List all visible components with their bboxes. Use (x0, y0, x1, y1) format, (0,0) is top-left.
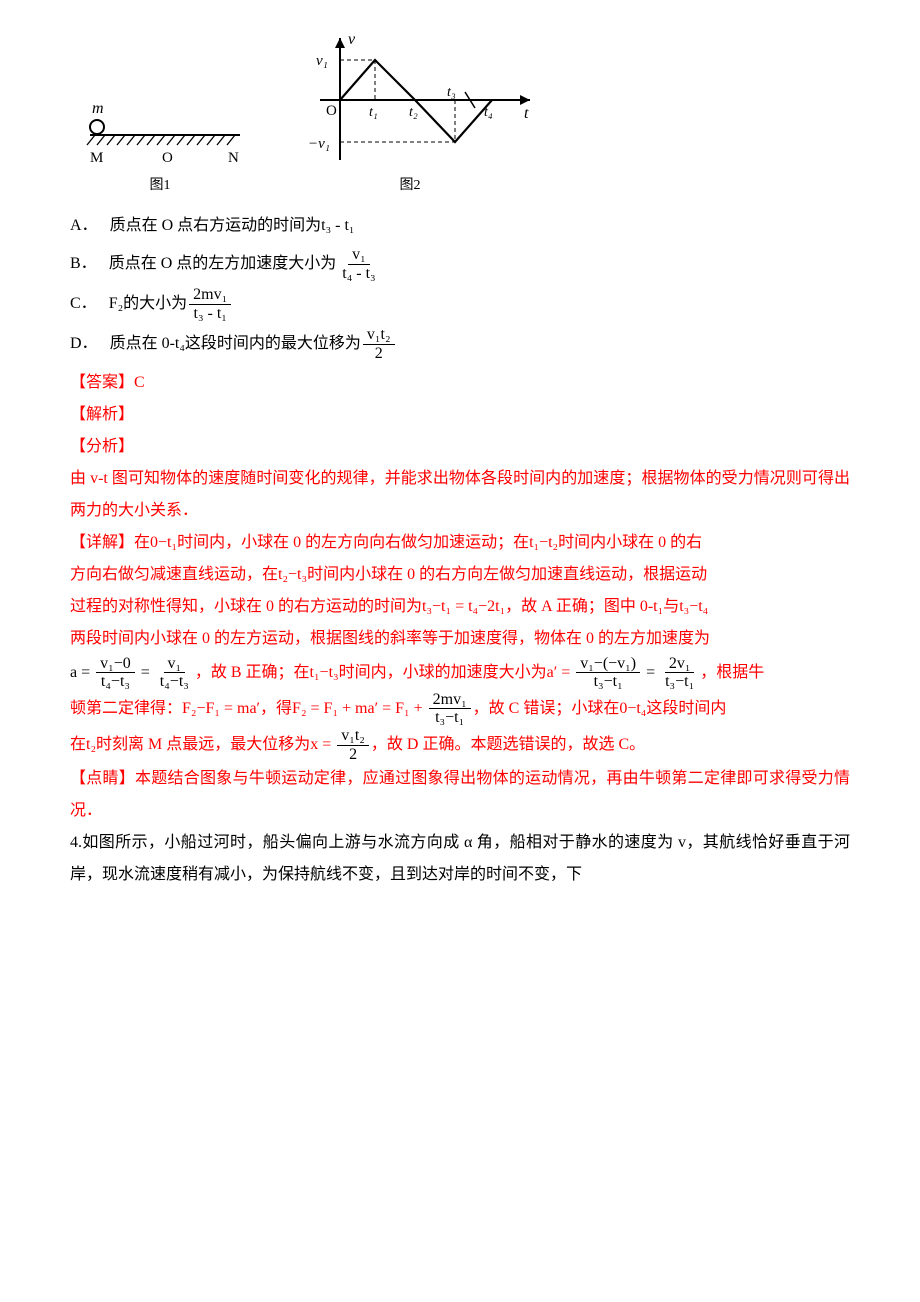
v1-pos: v₁ (316, 53, 328, 69)
option-d-letter: D． (70, 328, 98, 360)
t4-label: t₄ (484, 105, 493, 120)
figure-1-caption: 图1 (150, 172, 171, 200)
v1-neg: −v₁ (308, 136, 330, 152)
fenxi-label: 【分析】 (70, 431, 850, 463)
origin-label: O (326, 103, 337, 119)
detail-block: 【详解】在0−t₁时间内，小球在 0 的左方向向右做匀加速运动；在t₁−t₂时间… (70, 527, 850, 559)
eq1-f3d: t₃−t₁ (590, 673, 627, 691)
eq1-f2n: v₁ (164, 655, 186, 674)
t3-label: t₃ (447, 85, 456, 100)
figure-2: v t O v₁ −v₁ t₁ t₂ t₃ t₄ 图2 (280, 30, 540, 200)
eq1-tail: ，根据牛 (700, 663, 764, 680)
option-a-expr: t₃ - t₁ (321, 217, 354, 234)
figure-1-svg: m M O N (70, 80, 250, 170)
option-c-num: 2mv₁ (189, 286, 231, 305)
eq1-f2d: t₄−t₃ (156, 673, 193, 691)
t-axis-label: t (524, 105, 529, 122)
m-label: m (92, 100, 104, 117)
eq1-f4n: 2v₁ (665, 655, 695, 674)
eq2-after: ，故 C 错误；小球在0−t₄这段时间内 (473, 700, 727, 717)
figures-row: m M O N 图1 v t O v₁ −v₁ (70, 30, 850, 200)
eq2-fn: 2mv₁ (429, 691, 471, 710)
dianjing-label: 【点睛】 (70, 770, 135, 787)
eq3-fn: v₁t₂ (337, 727, 369, 746)
detail-p1b: 方向右做匀减速直线运动，在t₂−t₃时间内小球在 0 的右方向左做匀加速直线运动… (70, 559, 850, 591)
eq3-fd: 2 (345, 746, 361, 764)
N-label: N (228, 150, 239, 166)
eq1-f4d: t₃−t₁ (661, 673, 698, 691)
eq1-eq2: = (642, 663, 659, 680)
eq2-pre: 顿第二定律得：F₂−F₁ = ma′，得F₂ = F₁ + ma′ = F₁ + (70, 700, 427, 717)
option-b-num: v₁ (348, 246, 370, 265)
option-c: C． F₂的大小为2mv₁t₃ - t₁ (70, 286, 850, 322)
eq3-after: ，故 D 正确。本题选错误的，故选 C。 (371, 736, 645, 753)
figure-2-svg: v t O v₁ −v₁ t₁ t₂ t₃ t₄ (280, 30, 540, 170)
eq1-pre: a = (70, 663, 94, 680)
detail-p1c: 过程的对称性得知，小球在 0 的右方运动的时间为t₃−t₁ = t₄−2t₁，故… (70, 591, 850, 623)
eq1-f1d: t₄−t₃ (97, 673, 134, 691)
t1-label: t₁ (369, 105, 378, 120)
eq3-pre: 在t₂时刻离 M 点最远，最大位移为x = (70, 736, 335, 753)
eq1-f1n: v₁−0 (96, 655, 135, 674)
M-label: M (90, 150, 103, 166)
analysis-text: 由 v-t 图可知物体的速度随时间变化的规律，并能求出物体各段时间内的加速度；根… (70, 463, 850, 527)
option-c-text: F₂的大小为 (109, 295, 187, 312)
answer-value: C (134, 374, 145, 391)
dianjing-text: 本题结合图象与牛顿运动定律，应通过图象得出物体的运动情况，再由牛顿第二定律即可求… (70, 770, 850, 819)
option-b-den: t₄ - t₃ (338, 265, 379, 283)
jiexi-label: 【解析】 (70, 399, 850, 431)
option-c-den: t₃ - t₁ (190, 305, 231, 323)
detail-label: 【详解】 (70, 534, 134, 551)
eq2-fd: t₃−t₁ (431, 709, 468, 727)
O-label: O (162, 150, 173, 166)
option-b-letter: B． (70, 248, 97, 280)
option-d-text: 质点在 0-t₄这段时间内的最大位移为 (110, 335, 361, 352)
detail-p1a: 在0−t₁时间内，小球在 0 的左方向向右做匀加速运动；在t₁−t₂时间内小球在… (134, 534, 702, 551)
figure-1: m M O N 图1 (70, 80, 250, 200)
v-axis-label: v (348, 31, 356, 48)
dianjing-block: 【点睛】本题结合图象与牛顿运动定律，应通过图象得出物体的运动情况，再由牛顿第二定… (70, 763, 850, 827)
eq-line-2: 顿第二定律得：F₂−F₁ = ma′，得F₂ = F₁ + ma′ = F₁ +… (70, 691, 850, 727)
option-d-num: v₁t₂ (363, 326, 395, 345)
eq1-after: ，故 B 正确；在t₁−t₃时间内，小球的加速度大小为a′ = (195, 663, 574, 680)
option-d-den: 2 (371, 345, 387, 363)
option-a-letter: A． (70, 210, 98, 242)
option-b-text: 质点在 O 点的左方加速度大小为 (109, 255, 337, 272)
eq1-eq: = (137, 663, 154, 680)
eq-line-1: a = v₁−0t₄−t₃ = v₁t₄−t₃，故 B 正确；在t₁−t₃时间内… (70, 655, 850, 691)
eq1-f3n: v₁−(−v₁) (576, 655, 640, 674)
figure-2-caption: 图2 (400, 172, 421, 200)
eq-line-3: 在t₂时刻离 M 点最远，最大位移为x = v₁t₂2 ，故 D 正确。本题选错误… (70, 727, 850, 763)
option-c-letter: C． (70, 288, 97, 320)
answer-label: 【答案】 (70, 374, 134, 391)
answer-line: 【答案】C (70, 367, 850, 399)
option-a: A． 质点在 O 点右方运动的时间为t₃ - t₁ (70, 210, 850, 242)
detail-p1d: 两段时间内小球在 0 的左方运动，根据图线的斜率等于加速度得，物体在 0 的左方… (70, 623, 850, 655)
question-4: 4.如图所示，小船过河时，船头偏向上游与水流方向成 α 角，船相对于静水的速度为… (70, 827, 850, 891)
option-b: B． 质点在 O 点的左方加速度大小为 v₁t₄ - t₃ (70, 246, 850, 282)
option-a-text: 质点在 O 点右方运动的时间为 (110, 217, 322, 234)
t2-label: t₂ (409, 105, 418, 120)
option-d: D． 质点在 0-t₄这段时间内的最大位移为v₁t₂2 (70, 326, 850, 362)
